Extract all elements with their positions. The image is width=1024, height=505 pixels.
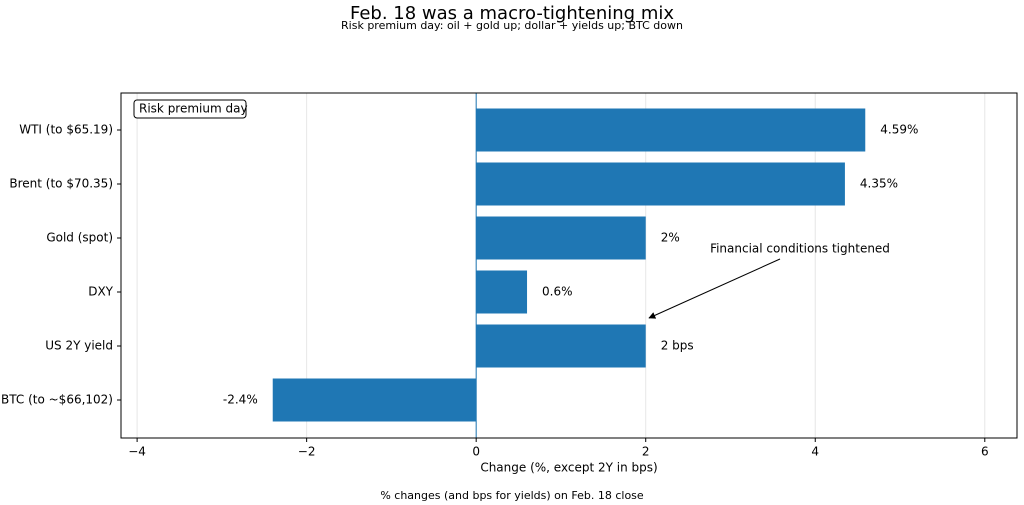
value-label: 2 bps bbox=[661, 339, 694, 353]
value-label: 4.35% bbox=[860, 177, 898, 191]
y-tick-label: Brent (to $70.35) bbox=[9, 177, 113, 191]
bar bbox=[272, 378, 477, 422]
x-tick-label: 6 bbox=[981, 445, 989, 459]
y-tick-label: Gold (spot) bbox=[46, 231, 113, 245]
box-label: Risk premium day bbox=[139, 102, 248, 116]
annotation-arrow bbox=[648, 258, 781, 319]
plot-frame bbox=[120, 92, 1018, 439]
y-tick-label: BTC (to ~$66,102) bbox=[1, 393, 113, 407]
bar bbox=[476, 108, 866, 152]
value-label: -2.4% bbox=[223, 393, 258, 407]
y-tick-label: DXY bbox=[88, 285, 113, 299]
x-axis-label: Change (%, except 2Y in bps) bbox=[480, 461, 657, 475]
x-tick-label: −2 bbox=[298, 445, 316, 459]
x-tick-label: 4 bbox=[811, 445, 819, 459]
value-label: 0.6% bbox=[542, 285, 573, 299]
bar bbox=[476, 324, 646, 368]
bar bbox=[476, 216, 646, 260]
bar bbox=[476, 162, 845, 206]
value-label: 4.59% bbox=[880, 123, 918, 137]
chart-title: Feb. 18 was a macro-tightening mix bbox=[350, 3, 674, 24]
value-label: 2% bbox=[661, 231, 680, 245]
y-tick-label: US 2Y yield bbox=[45, 339, 113, 353]
label-box bbox=[133, 99, 247, 119]
annotation: Financial conditions tightened bbox=[710, 242, 890, 256]
x-tick-label: −4 bbox=[128, 445, 146, 459]
x-tick-label: 2 bbox=[642, 445, 650, 459]
y-tick-label: WTI (to $65.19) bbox=[19, 123, 113, 137]
footer-note: % changes (and bps for yields) on Feb. 1… bbox=[380, 489, 644, 502]
bar bbox=[476, 270, 528, 314]
chart-subtitle: Risk premium day: oil + gold up; dollar … bbox=[341, 19, 683, 32]
x-tick-label: 0 bbox=[472, 445, 480, 459]
